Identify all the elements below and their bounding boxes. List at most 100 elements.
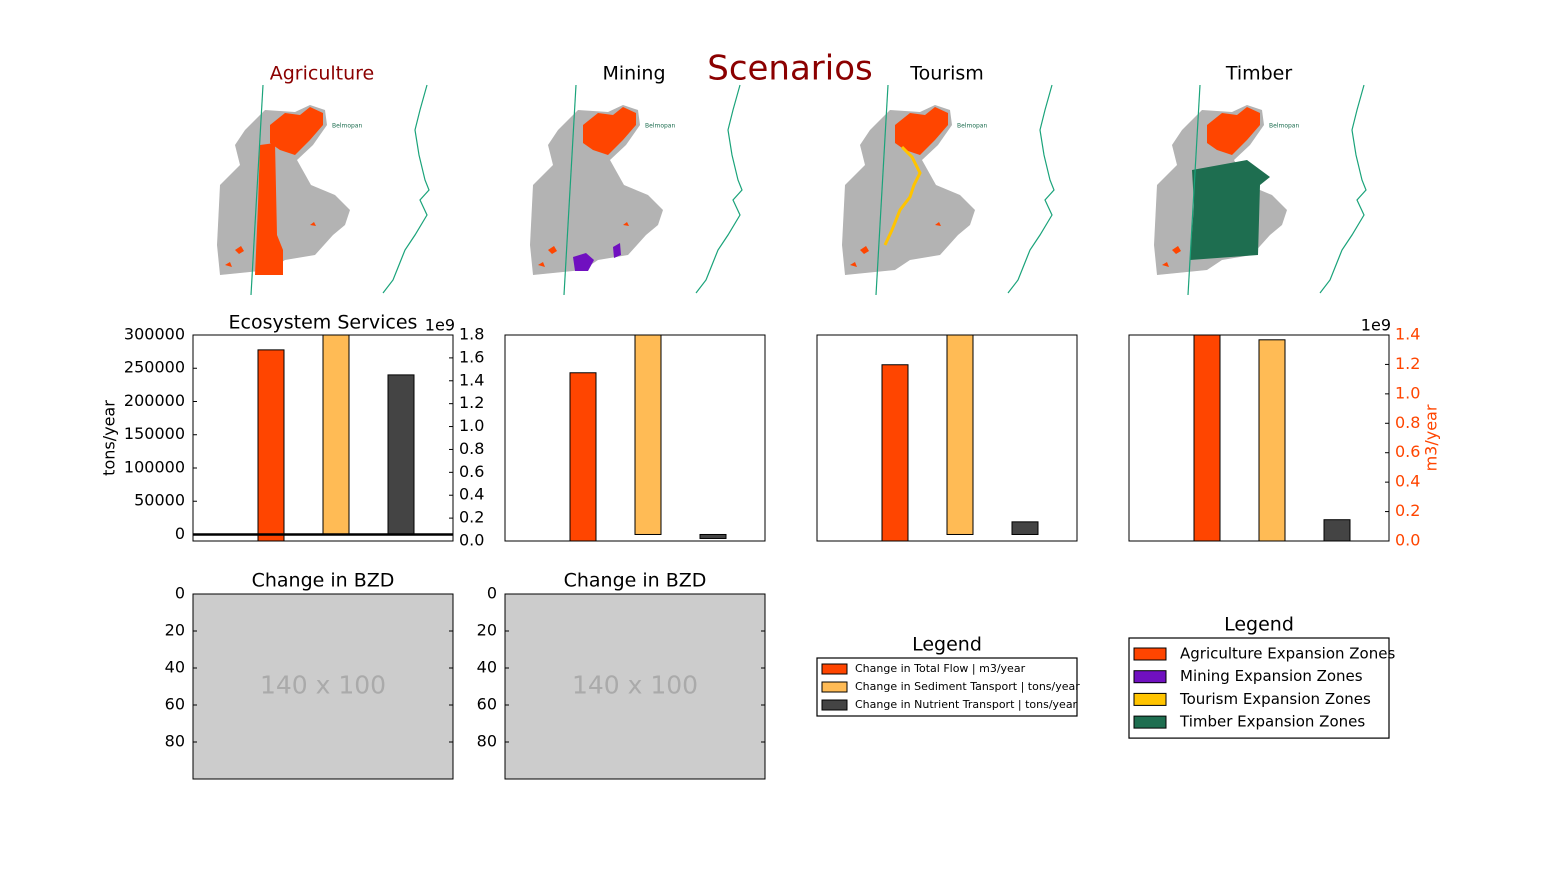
legend-box: [816, 657, 1078, 717]
bar: [881, 364, 909, 541]
y2-tick-label: 0.4: [459, 485, 484, 504]
y2-tick-label: 0.8: [459, 439, 484, 458]
legend-swatch: [821, 699, 848, 711]
plot-area: [881, 335, 1039, 541]
y2-tick-label: 1.6: [459, 347, 484, 366]
bar: [634, 335, 662, 535]
y2-offset-label: 1e9: [425, 316, 455, 335]
plot-area: [569, 335, 727, 541]
y-tick-label: 0: [487, 584, 497, 603]
y2-tick-label: 1.4: [1395, 325, 1420, 344]
bar: [322, 335, 350, 535]
y2-tick-label: 1.4: [459, 370, 484, 389]
road: [563, 84, 577, 296]
y-tick-label: 150000: [124, 424, 185, 443]
y2-tick-label: 0.0: [1395, 531, 1420, 550]
coastline: [695, 84, 743, 294]
coastline: [382, 84, 430, 294]
legend-label: Change in Nutrient Transport | tons/year: [855, 698, 1078, 711]
chart-title: Change in BZD: [252, 570, 395, 592]
y2-tick-label: 1.2: [1395, 354, 1420, 373]
legend-swatch: [1133, 670, 1167, 684]
bar: [1011, 521, 1039, 535]
y-tick-label: 20: [477, 621, 497, 640]
figure-title: Scenarios: [707, 49, 873, 89]
map-title: Agriculture: [270, 63, 375, 85]
y2-tick-label: 0.0: [459, 531, 484, 550]
agriculture-zone: [255, 143, 283, 275]
image-placeholder: 140 x 100: [572, 671, 698, 700]
road: [250, 84, 264, 296]
y2-tick-label: 1.8: [459, 325, 484, 344]
chart-title: Change in BZD: [564, 570, 707, 592]
image: [504, 593, 766, 780]
y2-tick-label: 0.8: [1395, 413, 1420, 432]
axes-frame: [504, 334, 766, 542]
y2-tick-label: 1.0: [459, 416, 484, 435]
plot-area: [1193, 335, 1351, 541]
map-title: Timber: [1225, 63, 1293, 85]
legend-label: Agriculture Expansion Zones: [1180, 645, 1395, 663]
land: [530, 105, 663, 275]
north-zone: [538, 107, 636, 267]
north-zone: [850, 107, 948, 267]
y2-axis-label: m3/year: [1422, 404, 1441, 471]
legend-title: Legend: [1224, 614, 1294, 636]
mining-zone: [613, 243, 621, 258]
y-tick-label: 50000: [134, 491, 185, 510]
bar: [699, 533, 727, 539]
y2-tick-label: 0.4: [1395, 472, 1420, 491]
axes-frame: [1128, 334, 1390, 542]
bar: [1323, 519, 1351, 541]
bar: [257, 349, 285, 541]
north-zone: [225, 107, 323, 267]
map: Belmopan: [217, 84, 430, 296]
coastline: [1007, 84, 1055, 294]
y-tick-label: 80: [165, 732, 185, 751]
y2-tick-label: 0.6: [1395, 442, 1420, 461]
bar: [1258, 339, 1286, 541]
y2-tick-label: 0.2: [1395, 501, 1420, 520]
map-title: Mining: [602, 63, 665, 85]
north-zone: [1162, 107, 1260, 267]
land: [217, 105, 350, 275]
y-tick-label: 60: [477, 695, 497, 714]
place-label: Belmopan: [332, 123, 362, 130]
legend-label: Mining Expansion Zones: [1180, 667, 1363, 685]
legend-label: Timber Expansion Zones: [1179, 713, 1365, 731]
legend-label: Change in Sediment Tansport | tons/year: [855, 680, 1080, 693]
y-axis-label: tons/year: [100, 400, 119, 476]
axes-frame: [816, 334, 1078, 542]
bar: [946, 335, 974, 535]
y-tick-label: 40: [477, 658, 497, 677]
bar: [1193, 335, 1221, 541]
place-label: Belmopan: [1269, 123, 1299, 130]
legend-swatch: [821, 681, 848, 693]
bar: [569, 372, 597, 541]
y-tick-label: 0: [175, 524, 185, 543]
mining-zone: [573, 253, 594, 271]
map-title: Tourism: [909, 63, 984, 85]
axes-frame: [192, 334, 454, 542]
bar: [387, 374, 415, 535]
y2-tick-label: 1.2: [459, 393, 484, 412]
y-tick-label: 20: [165, 621, 185, 640]
land: [842, 105, 975, 275]
y-tick-label: 0: [175, 584, 185, 603]
place-label: Belmopan: [957, 123, 987, 130]
plot-area: [193, 335, 453, 541]
image: [192, 593, 454, 780]
legend-box: [1128, 637, 1390, 739]
map: Belmopan: [530, 84, 743, 296]
tourism-zone: [883, 145, 922, 246]
y-tick-label: 60: [165, 695, 185, 714]
chart-title: Ecosystem Services: [229, 312, 418, 334]
road: [875, 84, 889, 296]
y-tick-label: 300000: [124, 325, 185, 344]
legend-swatch: [821, 663, 848, 675]
legend-swatch: [1133, 715, 1167, 729]
y2-tick-label: 1.0: [1395, 383, 1420, 402]
y-tick-label: 200000: [124, 391, 185, 410]
